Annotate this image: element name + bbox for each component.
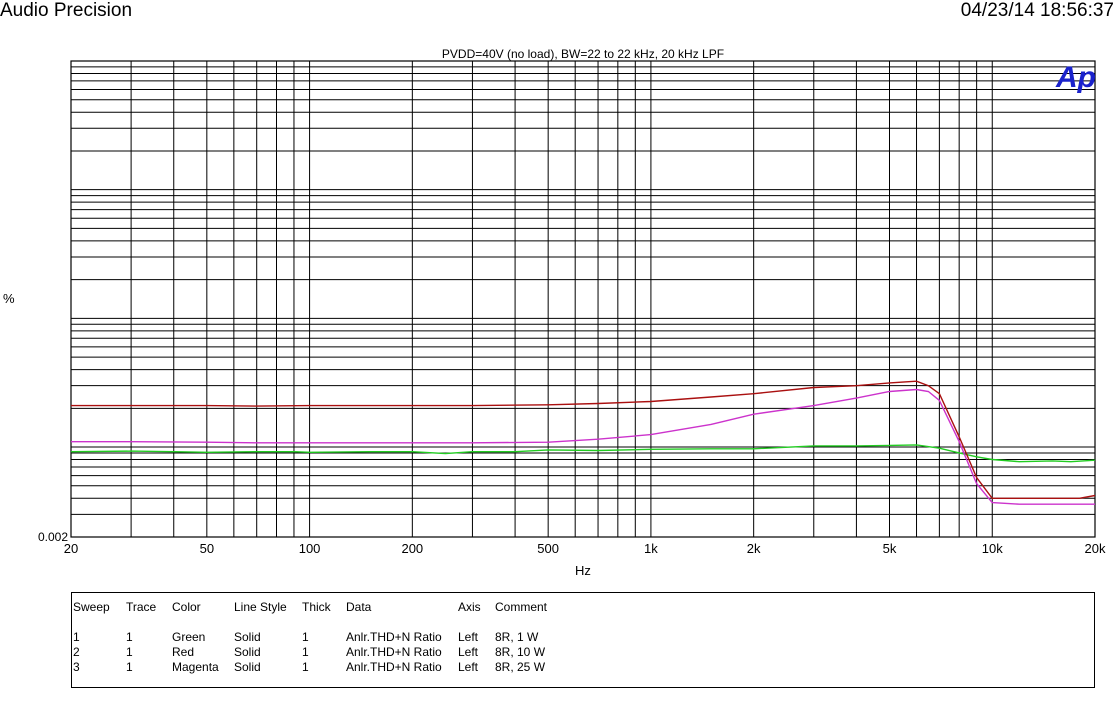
legend-cell: Green [172, 630, 206, 644]
legend-cell: 1 [302, 630, 309, 644]
x-tick-label: 2k [747, 541, 761, 556]
plot-frame [70, 60, 1096, 538]
legend-cell: Solid [234, 660, 261, 674]
legend-cell: Left [458, 630, 479, 644]
legend-cell: Magenta [172, 660, 219, 674]
x-tick-label: 50 [200, 541, 214, 556]
legend-cell: 1 [126, 630, 133, 644]
legend-cell: 3 [73, 660, 80, 674]
legend-cell: Solid [234, 645, 261, 659]
legend-header: Trace [126, 600, 157, 614]
x-tick-label: 20 [64, 541, 78, 556]
y-tick-label: 0.002 [38, 530, 68, 544]
legend-cell: 1 [302, 645, 309, 659]
ap-logo-icon: Ap [1055, 61, 1096, 94]
legend-cell: Anlr.THD+N Ratio [346, 660, 442, 674]
legend-cell: Left [458, 645, 479, 659]
legend-header: Line Style [234, 600, 287, 614]
series-line [70, 444, 1096, 463]
timestamp: 04/23/14 18:56:37 [960, 0, 1114, 21]
legend-cell: Red [172, 645, 195, 659]
x-tick-label: 200 [401, 541, 423, 556]
legend-cell: 1 [126, 645, 133, 659]
svg-text:Ap: Ap [1055, 61, 1096, 94]
thd-chart: PVDD=40V (no load), BW=22 to 22 kHz, 20 … [38, 47, 1106, 578]
legend-cell: 8R, 1 W [495, 630, 539, 644]
legend-cell: 1 [126, 660, 133, 674]
series-line [71, 388, 1095, 505]
grid [70, 60, 1096, 538]
legend-cell: 2 [73, 645, 80, 659]
legend-cell: Anlr.THD+N Ratio [346, 645, 442, 659]
legend-header: Sweep [73, 600, 110, 614]
x-tick-labels: 20 50 100 200 500 1k 2k 5k 10k 20k [64, 541, 1106, 556]
legend-header: Comment [495, 600, 548, 614]
app-name: Audio Precision [0, 0, 133, 21]
y-axis-label: % [3, 291, 15, 306]
chart-title: PVDD=40V (no load), BW=22 to 22 kHz, 20 … [442, 47, 724, 61]
legend-cell: 1 [302, 660, 309, 674]
x-tick-label: 10k [982, 541, 1003, 556]
x-tick-label: 100 [299, 541, 321, 556]
legend-cell: Solid [234, 630, 261, 644]
x-tick-label: 20k [1085, 541, 1106, 556]
legend-header: Data [346, 600, 372, 614]
legend-header: Color [172, 600, 201, 614]
legend-cell: 8R, 25 W [495, 660, 546, 674]
legend-header: Thick [302, 600, 331, 614]
legend-cell: 1 [73, 630, 80, 644]
x-tick-label: 5k [883, 541, 897, 556]
legend-cell: Left [458, 660, 479, 674]
legend-table: Sweep Trace Color Line Style Thick Data Axis Co… [71, 592, 1095, 688]
y-tick-labels: 0.002 [38, 530, 68, 544]
x-tick-label: 500 [537, 541, 559, 556]
legend-cell: 8R, 10 W [495, 645, 546, 659]
legend-cell: Anlr.THD+N Ratio [346, 630, 442, 644]
series-lines [70, 380, 1096, 505]
x-axis-label: Hz [575, 563, 591, 578]
legend-header: Axis [458, 600, 481, 614]
x-tick-label: 1k [644, 541, 658, 556]
series-line [71, 380, 1096, 499]
